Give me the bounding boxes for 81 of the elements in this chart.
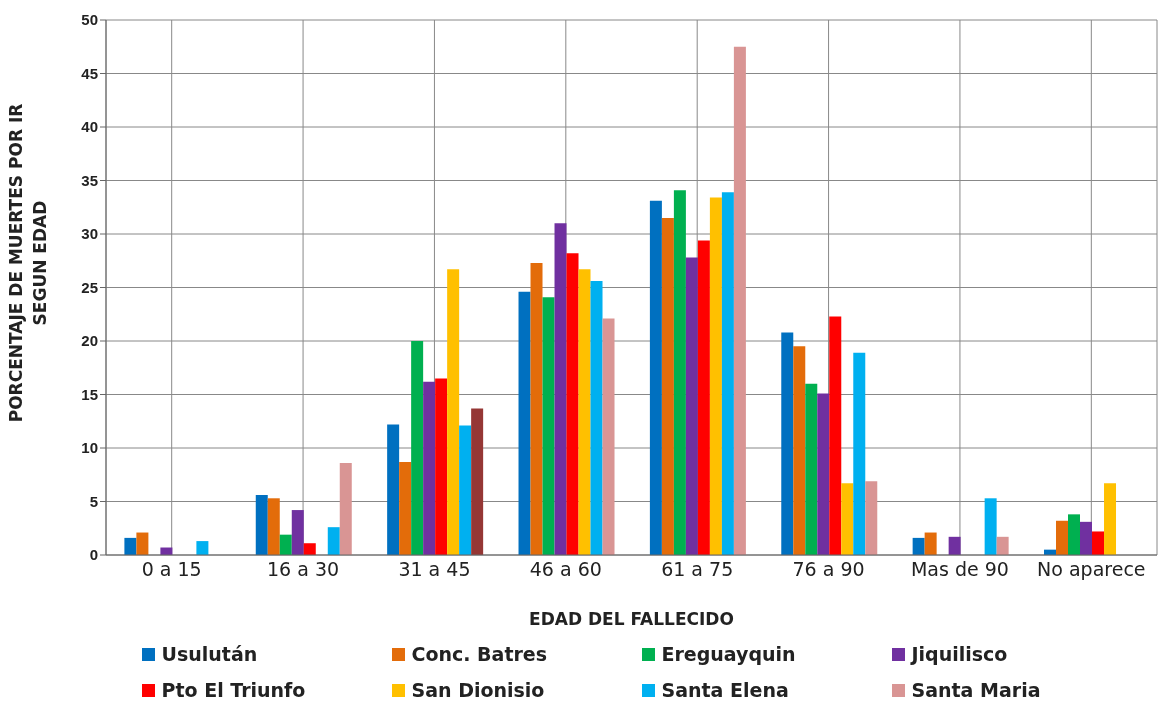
x-tick-label: Mas de 90: [910, 558, 1009, 581]
bar: [327, 527, 340, 555]
legend-label: Ereguayquin: [660, 643, 797, 665]
bar: [554, 223, 567, 555]
bar: [984, 498, 997, 555]
x-tick-label: 76 a 90: [792, 558, 865, 581]
bar: [841, 483, 854, 555]
y-tick-label: 30: [81, 225, 98, 243]
bar: [829, 316, 842, 555]
bar: [709, 197, 722, 555]
bar: [339, 462, 352, 555]
legend-label: Conc. Batres: [410, 643, 549, 665]
x-tick-label: 31 a 45: [398, 558, 471, 581]
bar: [805, 383, 818, 555]
bar: [1080, 521, 1093, 555]
x-tick-label: 61 a 75: [661, 558, 734, 581]
bar: [435, 378, 448, 555]
bar: [853, 352, 866, 555]
bar: [255, 495, 268, 555]
bar: [1056, 520, 1069, 555]
bar: [136, 532, 149, 555]
y-tick-label: 15: [81, 385, 98, 403]
y-tick-label: 40: [81, 118, 98, 136]
x-axis-title: EDAD DEL FALLECIDO: [529, 609, 734, 629]
bar: [578, 269, 591, 555]
bar: [267, 498, 280, 555]
bar: [948, 536, 961, 555]
legend-label: San Dionisio: [410, 679, 546, 701]
bar: [530, 262, 543, 555]
bar: [518, 291, 531, 555]
bar: [733, 46, 746, 555]
bar: [124, 537, 137, 555]
y-tick-label: 0: [89, 546, 98, 564]
y-tick-label: 50: [81, 11, 98, 29]
y-axis-title: PORCENTAJE DE MUERTES POR IR SEGUN EDAD: [5, 102, 51, 425]
bar: [387, 424, 400, 555]
bar: [1104, 483, 1117, 555]
bar: [793, 346, 806, 555]
bar: [912, 537, 925, 555]
bar: [781, 332, 794, 555]
bar: [721, 192, 734, 555]
bar: [996, 536, 1009, 555]
bar: [602, 318, 615, 555]
bar: [447, 269, 460, 555]
bar: [697, 240, 710, 555]
bar: [817, 393, 830, 555]
y-tick-label: 20: [81, 332, 98, 350]
bar: [566, 253, 579, 555]
bar: [649, 200, 662, 555]
y-tick-label: 45: [81, 64, 98, 82]
legend-label: Pto El Triunfo: [160, 679, 307, 701]
bar: [924, 532, 937, 555]
bar: [423, 381, 436, 555]
bar: [1092, 531, 1105, 555]
bar: [1068, 514, 1081, 555]
x-tick-label: 46 a 60: [529, 558, 602, 581]
bar: [685, 257, 698, 555]
y-tick-label: 35: [81, 171, 98, 189]
bar: [471, 408, 484, 555]
legend-label: Santa Elena: [660, 679, 790, 701]
y-tick-label: 5: [89, 492, 98, 510]
bar: [865, 481, 878, 555]
bar: [291, 510, 304, 555]
x-tick-label: 0 a 15: [141, 558, 202, 581]
legend-label: Santa Maria: [910, 679, 1042, 701]
bar: [542, 297, 555, 555]
x-tick-label: 16 a 30: [267, 558, 340, 581]
y-tick-label: 10: [81, 439, 98, 457]
y-tick-label: 25: [81, 278, 98, 296]
bar: [303, 543, 316, 555]
bar: [590, 281, 603, 555]
bar: [411, 341, 424, 555]
x-tick-label: No aparece: [1037, 558, 1146, 581]
bar: [399, 461, 412, 555]
bar: [673, 190, 686, 555]
bar: [196, 541, 209, 555]
legend-label: Jiquilisco: [909, 643, 1009, 665]
bar: [459, 425, 472, 555]
bar: [661, 217, 674, 555]
legend-label: Usulután: [160, 643, 259, 665]
bar: [279, 534, 292, 555]
